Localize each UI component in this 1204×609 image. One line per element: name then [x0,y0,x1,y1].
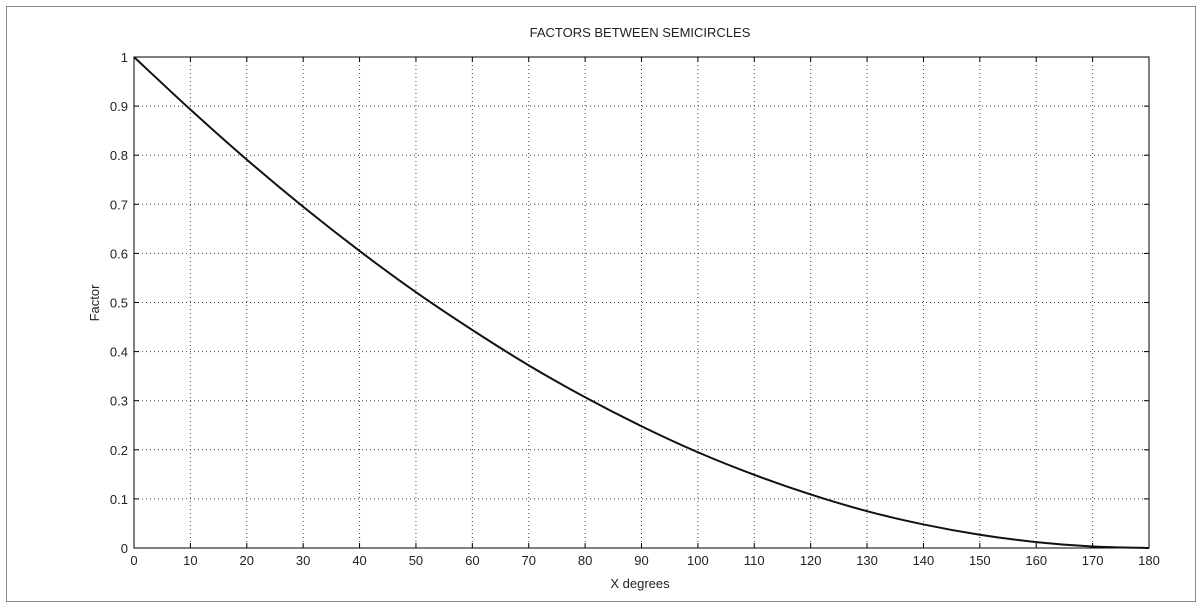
x-tick-label: 110 [744,553,765,568]
y-axis-title: Factor [87,284,102,322]
y-tick-label: 0.3 [110,394,128,409]
x-tick-label: 180 [1138,553,1160,568]
y-tick-label: 0.5 [110,296,128,311]
x-tick-label: 0 [130,553,137,568]
x-tick-label: 150 [969,553,991,568]
x-tick-label: 20 [240,553,254,568]
x-tick-label: 80 [578,553,592,568]
x-tick-label: 120 [800,553,822,568]
x-tick-label: 40 [352,553,366,568]
y-tick-label: 0.8 [110,148,128,163]
x-tick-label: 90 [634,553,648,568]
y-tick-labels: 0 0.1 0.2 0.3 0.4 0.5 0.6 0.7 0.8 0.9 1 [110,50,128,556]
y-tick-label: 0.9 [110,99,128,114]
ticks [133,56,1150,549]
x-tick-label: 100 [687,553,709,568]
figure-frame [6,6,1196,602]
x-tick-label: 60 [465,553,479,568]
y-tick-label: 0 [121,541,128,556]
x-tick-label: 130 [856,553,878,568]
y-tick-label: 0.6 [110,246,128,261]
x-tick-label: 70 [521,553,535,568]
chart-title: FACTORS BETWEEN SEMICIRCLES [530,25,751,40]
y-tick-label: 0.1 [110,492,128,507]
y-tick-label: 0.4 [110,345,128,360]
x-axis-title: X degrees [610,576,670,591]
x-tick-label: 160 [1025,553,1047,568]
x-tick-label: 140 [913,553,935,568]
grid [134,57,1149,548]
x-tick-label: 170 [1082,553,1104,568]
y-tick-label: 0.2 [110,443,128,458]
x-tick-label: 10 [183,553,197,568]
x-tick-labels: 0 10 20 30 40 50 60 70 80 90 100 110 120 130 140 150 160… [130,553,1159,568]
y-tick-label: 0.7 [110,197,128,212]
y-tick-label: 1 [121,50,128,65]
series-line [133,56,1150,549]
x-tick-label: 50 [409,553,423,568]
x-tick-label: 30 [296,553,310,568]
